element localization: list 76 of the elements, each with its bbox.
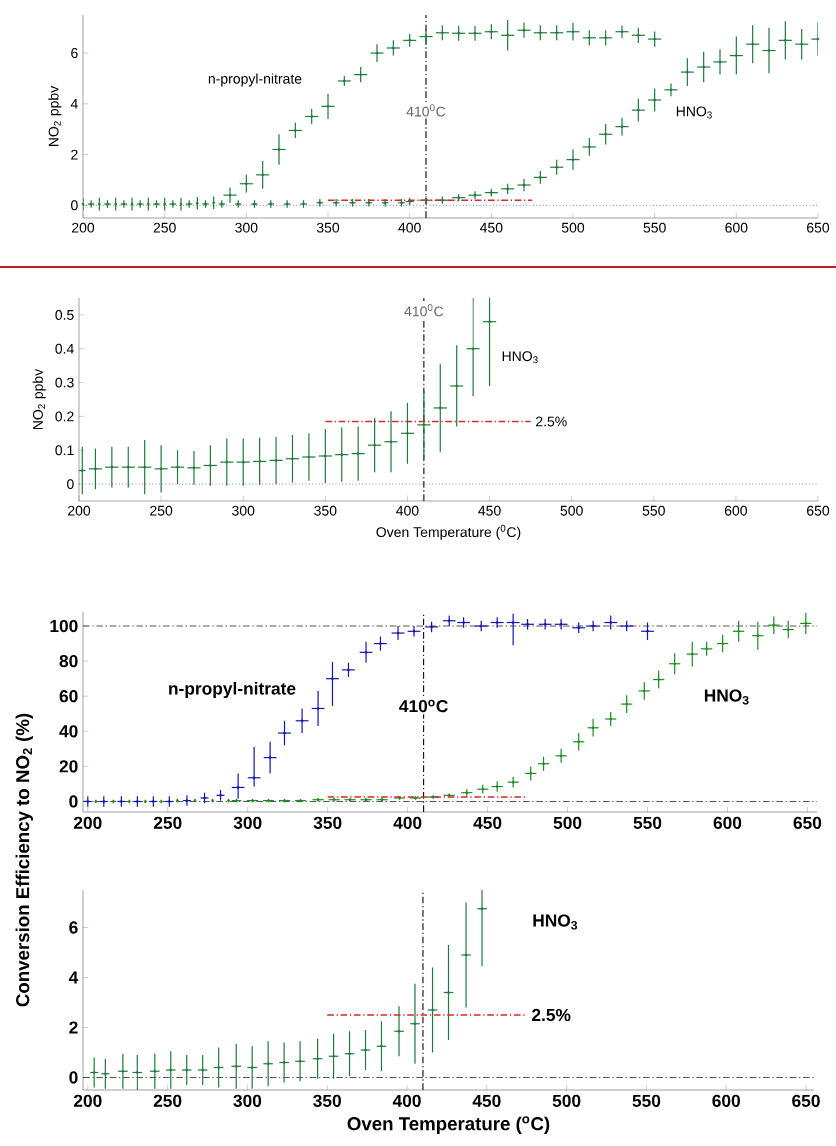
- y-tick-label: 0.4: [55, 343, 74, 354]
- x-tick-label: 600: [712, 1094, 740, 1107]
- series-label: n-propyl-nitrate: [169, 681, 296, 699]
- y-tick-label: 60: [59, 690, 78, 703]
- x-tick-label: 550: [642, 505, 665, 516]
- x-tick-label: 350: [316, 222, 340, 233]
- y-tick-label: 4: [68, 971, 79, 984]
- x-axis-title: Oven Temperature ($^{o}$C): [347, 1116, 550, 1135]
- x-tick-label: 650: [793, 816, 822, 829]
- x-tick-label: 350: [313, 816, 342, 829]
- x-tick-label: 450: [478, 505, 501, 516]
- x-tick-label: 600: [713, 816, 742, 829]
- text: HNO$_{3}$: [502, 351, 538, 364]
- x-tick-label: 450: [479, 222, 503, 233]
- y-axis-title: Conversion Efficiency to NO$_{2}$ (%): [15, 713, 33, 1007]
- x-tick-label: 500: [552, 1094, 581, 1107]
- x-tick-label: 200: [68, 505, 91, 516]
- x-tick-label: 300: [235, 222, 258, 233]
- series-label: 2.5%: [532, 1008, 571, 1022]
- y-tick-label: 2: [71, 149, 78, 160]
- y-tick-label: 80: [59, 654, 78, 668]
- x-tick-label: 400: [398, 222, 421, 233]
- y-tick-label: 40: [59, 725, 78, 738]
- ref-line-label: 410$^{0}$C: [404, 304, 444, 317]
- x-tick-label: 350: [314, 505, 337, 516]
- text: HNO$_{3}$: [533, 914, 578, 930]
- x-tick-label: 300: [233, 1094, 262, 1107]
- series-label: 2.5%: [536, 416, 567, 427]
- x-tick-label: 200: [73, 1094, 102, 1107]
- x-tick-label: 550: [632, 1094, 661, 1107]
- y-axis-title: NO$_{2}$ ppbv: [48, 85, 62, 147]
- x-tick-label: 250: [153, 1094, 182, 1107]
- x-tick-label: 500: [561, 222, 585, 233]
- x-tick-label: 300: [232, 505, 255, 516]
- text: HNO$_{3}$: [704, 689, 749, 705]
- x-tick-label: 250: [150, 505, 173, 516]
- y-tick-label: 0: [67, 479, 74, 490]
- y-tick-label: 0: [71, 200, 78, 211]
- series-label: HNO$_{3}$: [676, 106, 712, 119]
- x-tick-label: 400: [393, 816, 422, 829]
- ref-line-label: 410$^{0}$C: [406, 104, 446, 117]
- x-tick-label: 650: [792, 1094, 820, 1107]
- x-tick-label: 550: [643, 222, 666, 233]
- x-tick-label: 500: [560, 505, 583, 516]
- y-tick-label: 0: [69, 795, 78, 808]
- y-tick-label: 0.2: [55, 411, 74, 422]
- x-tick-label: 400: [392, 1094, 421, 1107]
- y-tick-label: 2: [69, 1021, 78, 1034]
- x-tick-label: 600: [724, 505, 748, 516]
- x-tick-label: 450: [472, 1094, 501, 1107]
- y-tick-label: 6: [71, 48, 78, 59]
- y-tick-label: 6: [69, 921, 78, 934]
- y-tick-label: 4: [70, 99, 78, 109]
- text: n-propyl-nitrate: [208, 73, 302, 87]
- x-tick-label: 350: [313, 1094, 341, 1107]
- x-tick-label: 550: [633, 816, 662, 829]
- x-tick-label: 250: [153, 222, 176, 233]
- x-tick-label: 650: [807, 505, 830, 516]
- y-tick-label: 0.5: [55, 309, 74, 320]
- x-tick-label: 600: [725, 222, 748, 233]
- x-tick-label: 400: [396, 505, 419, 516]
- x-tick-label: 200: [72, 222, 95, 233]
- y-axis-title: NO$_{2}$ ppbv: [32, 368, 46, 430]
- ref-line-label: 410$^{o}$C: [399, 699, 448, 713]
- y-tick-label: 0.3: [55, 377, 74, 388]
- y-tick-label: 0: [69, 1071, 78, 1084]
- x-tick-label: 250: [153, 816, 182, 829]
- x-tick-label: 500: [553, 816, 582, 829]
- y-tick-label: 20: [59, 760, 78, 773]
- x-tick-label: 300: [233, 816, 262, 829]
- x-tick-label: 200: [73, 816, 102, 829]
- y-tick-label: 100: [50, 619, 78, 633]
- x-axis-title: Oven Temperature ($^{0}$C): [376, 524, 521, 540]
- x-tick-label: 650: [807, 222, 830, 233]
- x-tick-label: 450: [473, 816, 502, 829]
- y-tick-label: 0.1: [55, 445, 74, 456]
